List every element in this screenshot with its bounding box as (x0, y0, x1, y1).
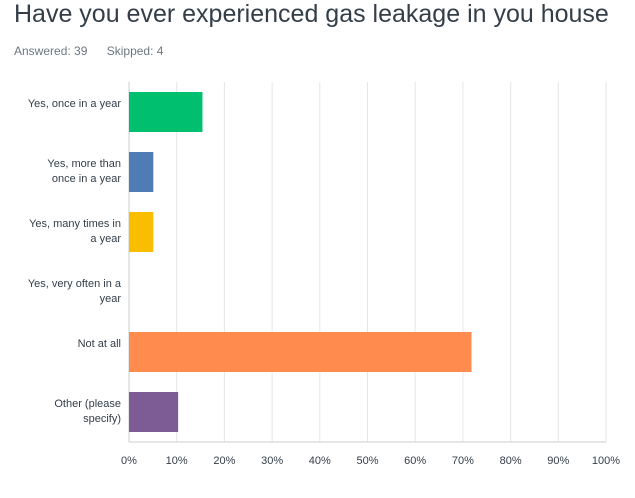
y-tick-label: Yes, more than once in a year (47, 158, 121, 185)
y-tick-label: Yes, very often in a year (27, 278, 121, 305)
bar (129, 212, 154, 252)
bar (129, 152, 154, 192)
x-tick-label: 100% (591, 455, 621, 467)
y-tick-label: Yes, many times in a year (29, 218, 121, 245)
x-tick-label: 40% (308, 455, 331, 467)
x-tick-label: 30% (261, 455, 284, 467)
x-tick-label: 90% (547, 455, 570, 467)
x-tick-label: 20% (213, 455, 236, 467)
y-tick-label: Yes, once in a year (27, 98, 121, 110)
answered-count: Answered: 39 (14, 44, 88, 58)
y-tick-label: Other (please specify) (54, 398, 121, 425)
x-tick-label: 60% (404, 455, 427, 467)
x-tick-label: 10% (165, 455, 188, 467)
skipped-count: Skipped: 4 (106, 44, 164, 58)
x-tick-label: 0% (121, 455, 137, 467)
bar (129, 392, 179, 432)
bar (129, 332, 472, 372)
x-tick-label: 50% (356, 455, 379, 467)
bar (129, 92, 203, 132)
x-tick-label: 80% (499, 455, 522, 467)
response-stats: Answered: 39 Skipped: 4 (14, 44, 179, 58)
chart-title: Have you ever experienced gas leakage in… (14, 0, 609, 28)
y-tick-label: Not at all (77, 338, 121, 350)
x-tick-label: 70% (451, 455, 474, 467)
